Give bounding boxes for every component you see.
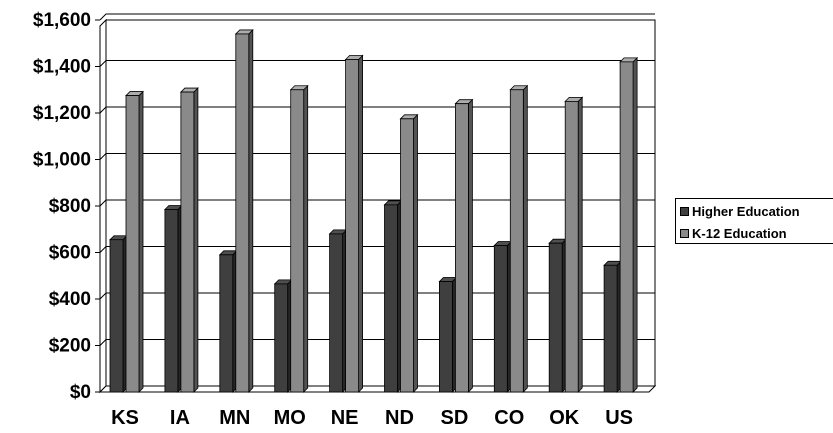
y-tick-label: $400 (49, 289, 91, 310)
bar-ia-higher-education (165, 205, 182, 392)
bar-front (291, 90, 304, 392)
x-tick-label: US (605, 407, 633, 429)
bar-side (304, 86, 308, 392)
bar-side (578, 97, 582, 392)
bar-nd-k-12-education (401, 115, 418, 392)
bar-side (523, 86, 527, 392)
bar-front (126, 96, 139, 392)
y-tick-label: $1,600 (33, 10, 91, 31)
x-tick-label: IA (170, 407, 190, 429)
bar-front (330, 234, 343, 392)
side-wall (100, 20, 106, 392)
bar-ks-k-12-education (126, 92, 143, 392)
bar-co-k-12-education (510, 86, 527, 392)
bar-front (510, 90, 523, 392)
bar-front (236, 34, 249, 392)
bar-sd-k-12-education (455, 100, 472, 392)
bar-front (620, 62, 633, 392)
bar-side (468, 100, 472, 392)
bar-side (139, 92, 143, 392)
bar-ks-higher-education (110, 236, 127, 392)
bar-front (494, 246, 507, 392)
legend: Higher Education K-12 Education (675, 198, 833, 244)
bar-front (401, 119, 414, 392)
y-tick-label: $800 (49, 196, 91, 217)
y-tick-label: $200 (49, 336, 91, 357)
y-tick-label: $600 (49, 243, 91, 264)
bar-front (165, 209, 178, 392)
bar-co-higher-education (494, 242, 511, 392)
bar-front (110, 240, 123, 392)
bar-ok-k-12-education (565, 97, 582, 392)
x-tick-label: KS (111, 407, 139, 429)
bar-mn-higher-education (220, 251, 237, 392)
bar-side (194, 88, 198, 392)
y-tick-label: $0 (70, 382, 91, 403)
bar-side (249, 30, 253, 392)
y-tick-label: $1,400 (33, 57, 91, 78)
bar-side (414, 115, 418, 392)
bar-front (220, 255, 233, 392)
bar-us-higher-education (604, 261, 621, 392)
x-tick-label: SD (441, 407, 469, 429)
bar-front (385, 205, 398, 392)
legend-swatch-higher-education (680, 207, 689, 216)
bar-front (565, 101, 578, 392)
bar-front (275, 284, 288, 392)
bar-front (455, 104, 468, 392)
bar-side (633, 58, 637, 392)
bar-ia-k-12-education (181, 88, 198, 392)
bar-mo-k-12-education (291, 86, 308, 392)
bar-nd-higher-education (385, 201, 402, 392)
y-axis-ticks: $0 $200 $400 $600 $800 $1,000 $1,200 $1,400 $1,6… (33, 10, 100, 403)
bar-side (359, 56, 363, 392)
legend-item-higher-education: Higher Education (676, 202, 833, 221)
y-tick-label: $1,200 (33, 103, 91, 124)
x-tick-label: MN (219, 407, 250, 429)
x-axis-categories: KS IA MN MO NE ND SD CO OK US (111, 407, 633, 429)
bar-mo-higher-education (275, 280, 292, 392)
x-tick-label: ND (385, 407, 414, 429)
bar-front (346, 60, 359, 392)
bar-ok-higher-education (549, 239, 566, 392)
bar-front (604, 265, 617, 392)
legend-item-k12-education: K-12 Education (676, 224, 833, 243)
legend-swatch-k12-education (680, 229, 689, 238)
y-tick-label: $1,000 (33, 150, 91, 171)
x-tick-label: MO (274, 407, 306, 429)
bar-mn-k-12-education (236, 30, 253, 392)
bar-front (439, 282, 452, 392)
legend-label-higher-education: Higher Education (692, 204, 800, 219)
legend-label-k12-education: K-12 Education (692, 226, 787, 241)
bar-ne-higher-education (330, 230, 347, 392)
x-tick-label: NE (331, 407, 359, 429)
bar-front (181, 92, 194, 392)
bar-ne-k-12-education (346, 56, 363, 392)
x-tick-label: CO (494, 407, 524, 429)
bar-us-k-12-education (620, 58, 637, 392)
gridline (100, 14, 655, 20)
x-tick-label: OK (549, 407, 580, 429)
bar-sd-higher-education (439, 278, 456, 392)
bar-front (549, 243, 562, 392)
